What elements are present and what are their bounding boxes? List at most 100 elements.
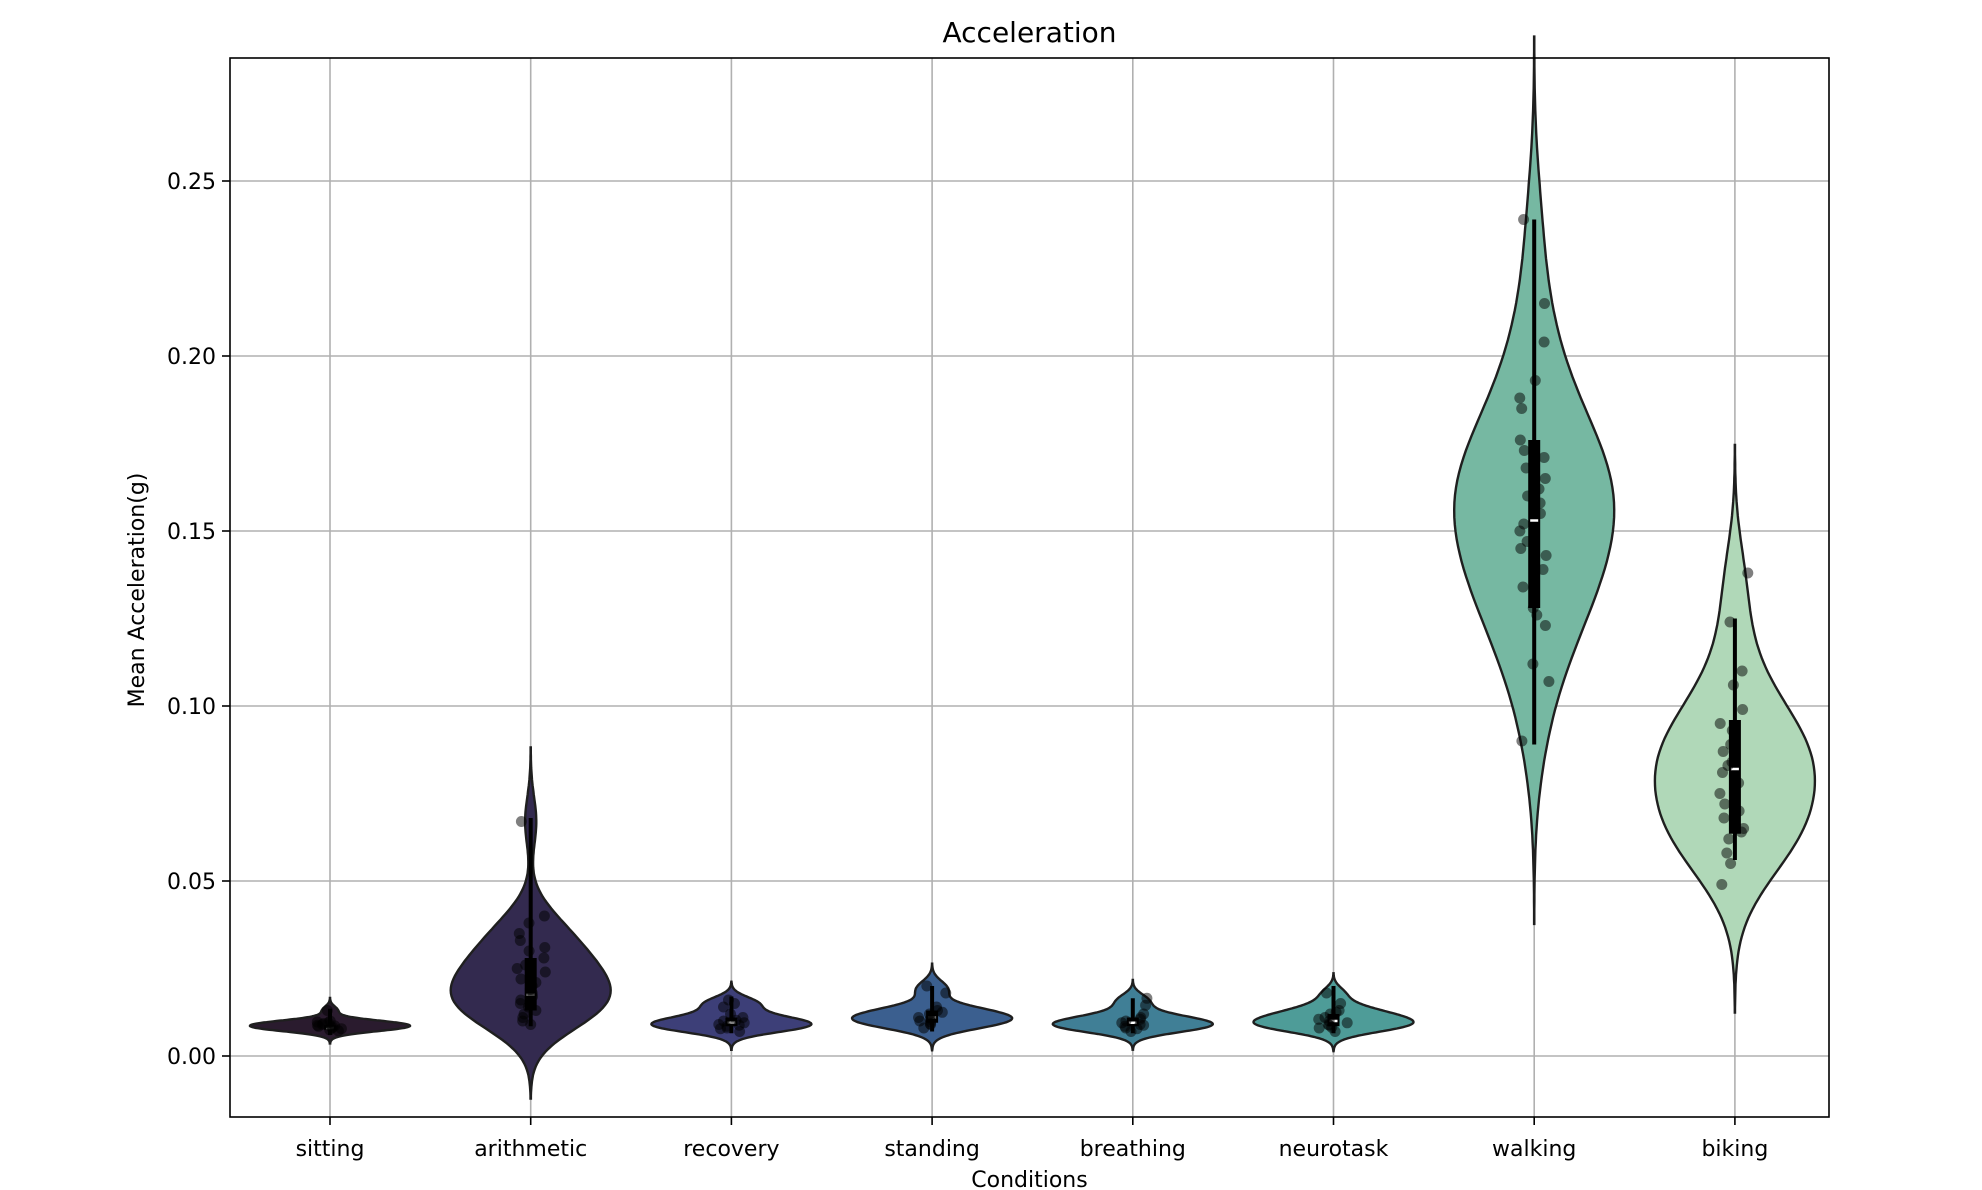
data-point-biking — [1725, 858, 1737, 869]
data-point-arithmetic — [511, 963, 523, 974]
data-point-neurotask — [1330, 1006, 1342, 1018]
data-point-biking — [1742, 567, 1754, 579]
plot-frame — [229, 57, 1830, 1118]
data-point-standing — [940, 987, 952, 999]
x-tick-label: arithmetic — [474, 1137, 587, 1162]
data-point-recovery — [723, 994, 734, 1006]
data-point-walking — [1533, 483, 1545, 495]
data-point-biking — [1716, 879, 1728, 890]
data-point-neurotask — [1313, 1022, 1325, 1034]
data-point-sitting — [321, 1005, 333, 1016]
data-point-standing — [936, 1006, 948, 1018]
data-point-arithmetic — [539, 942, 551, 953]
data-point-walking — [1517, 581, 1529, 593]
data-point-standing — [913, 1012, 924, 1023]
data-point-biking — [1717, 746, 1729, 757]
data-point-walking — [1543, 676, 1555, 687]
data-point-walking — [1518, 445, 1530, 456]
data-point-arithmetic — [526, 980, 538, 992]
y-tick-label: 0.20 — [167, 345, 216, 370]
y-axis-label: Mean Acceleration(g) — [125, 473, 150, 708]
iqr-box-walking — [1528, 440, 1541, 608]
data-point-biking — [1714, 788, 1726, 799]
x-tick-labels: sitting arithmetic recovery standing breathi… — [296, 1117, 1768, 1162]
data-point-breathing — [1140, 999, 1152, 1011]
data-point-arithmetic — [538, 910, 550, 922]
data-point-recovery — [715, 1023, 726, 1035]
y-tick-label: 0.00 — [167, 1045, 216, 1070]
data-point-walking — [1529, 375, 1541, 386]
data-point-walking — [1537, 564, 1549, 575]
data-point-recovery — [730, 1014, 742, 1026]
data-point-walking — [1527, 602, 1539, 614]
y-tick-label: 0.25 — [167, 170, 216, 195]
data-point-neurotask — [1313, 1013, 1325, 1025]
data-point-sitting — [311, 1016, 323, 1028]
data-point-biking — [1727, 679, 1739, 691]
chart-title: Acceleration — [943, 16, 1117, 49]
data-point-walking — [1514, 392, 1526, 404]
data-point-biking — [1735, 826, 1747, 838]
data-point-arithmetic — [515, 994, 527, 1006]
data-point-walking — [1539, 620, 1551, 631]
data-point-neurotask — [1335, 998, 1347, 1009]
data-point-walking — [1528, 592, 1540, 603]
data-point-walking — [1534, 508, 1546, 519]
data-point-breathing — [1134, 1013, 1146, 1025]
data-point-breathing — [1131, 1023, 1143, 1035]
data-point-walking — [1538, 336, 1550, 348]
x-tick-label: standing — [884, 1137, 980, 1162]
data-point-biking — [1726, 725, 1738, 736]
data-point-standing — [925, 1016, 937, 1028]
data-point-walking — [1540, 550, 1552, 561]
data-point-walking — [1516, 403, 1528, 414]
data-point-walking — [1522, 490, 1534, 502]
data-point-biking — [1719, 798, 1731, 810]
data-point-biking — [1721, 847, 1733, 859]
data-point-walking — [1539, 298, 1550, 309]
x-tick-label: sitting — [296, 1137, 365, 1162]
data-point-walking — [1518, 518, 1530, 530]
data-point-biking — [1723, 833, 1735, 845]
data-point-walking — [1514, 434, 1526, 446]
data-point-neurotask — [1326, 1021, 1338, 1033]
data-point-walking — [1539, 473, 1551, 484]
data-point-biking — [1736, 665, 1748, 677]
y-tick-labels: 0.00 0.05 0.10 0.15 0.20 0.25 — [167, 170, 230, 1070]
y-tick-label: 0.15 — [167, 520, 216, 545]
data-point-walking — [1518, 214, 1530, 225]
x-tick-label: neurotask — [1279, 1137, 1389, 1162]
data-point-arithmetic — [523, 917, 535, 929]
data-point-breathing — [1120, 1015, 1132, 1027]
data-point-biking — [1718, 812, 1730, 824]
data-point-walking — [1528, 459, 1540, 470]
data-point-biking — [1725, 739, 1737, 750]
data-point-sitting — [329, 1020, 341, 1032]
data-point-walking — [1527, 658, 1539, 670]
data-point-biking — [1724, 616, 1736, 628]
data-point-arithmetic — [517, 1015, 529, 1027]
data-point-neurotask — [1321, 987, 1332, 999]
x-axis-label: Conditions — [971, 1168, 1087, 1190]
x-tick-label: walking — [1492, 1137, 1576, 1162]
y-tick-label: 0.10 — [167, 695, 216, 720]
y-tick-label: 0.05 — [167, 870, 216, 895]
data-point-biking — [1737, 704, 1749, 715]
x-tick-label: recovery — [683, 1137, 779, 1162]
data-point-standing — [921, 980, 933, 992]
data-point-biking — [1733, 805, 1745, 817]
data-point-arithmetic — [538, 952, 550, 964]
data-point-arithmetic — [515, 973, 527, 985]
data-point-neurotask — [1341, 1017, 1353, 1029]
data-point-arithmetic — [539, 966, 551, 978]
data-point-arithmetic — [520, 959, 532, 971]
data-point-walking — [1515, 543, 1527, 554]
data-point-walking — [1538, 452, 1550, 463]
data-point-arithmetic — [514, 935, 526, 946]
x-tick-label: breathing — [1080, 1137, 1186, 1162]
violin-layer — [248, 35, 1817, 1100]
x-tick-label: biking — [1701, 1137, 1768, 1162]
data-point-arithmetic — [523, 945, 535, 957]
